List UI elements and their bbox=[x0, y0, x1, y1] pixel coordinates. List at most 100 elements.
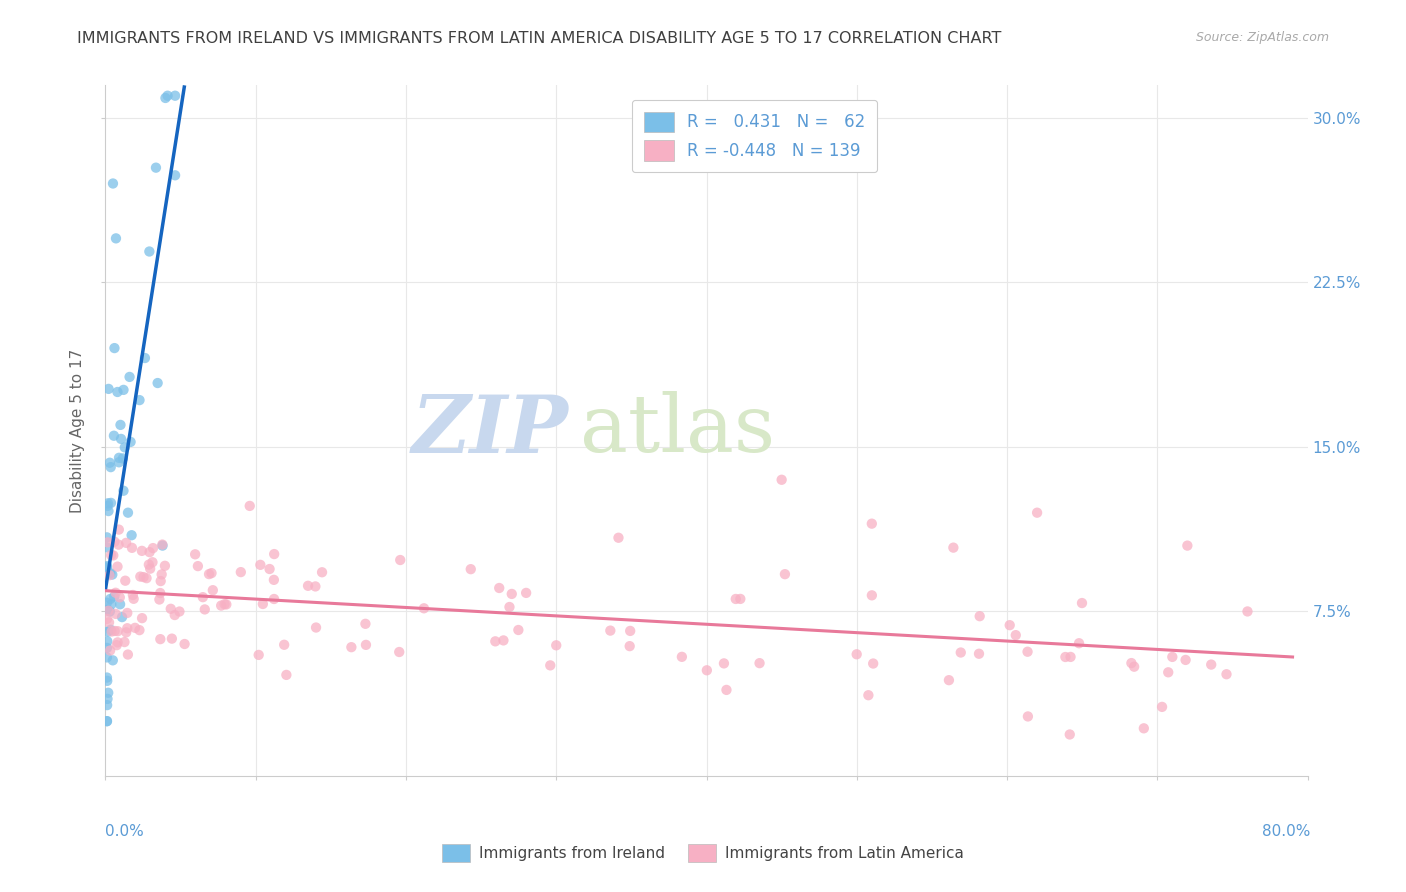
Point bbox=[103, 341, 125, 355]
Point bbox=[96, 650, 118, 665]
Point bbox=[229, 565, 252, 579]
Text: IMMIGRANTS FROM IRELAND VS IMMIGRANTS FROM LATIN AMERICA DISABILITY AGE 5 TO 17 : IMMIGRANTS FROM IRELAND VS IMMIGRANTS FR… bbox=[77, 31, 1001, 46]
Point bbox=[156, 88, 179, 103]
Point bbox=[1026, 506, 1049, 520]
Point bbox=[153, 558, 176, 573]
Text: Source: ZipAtlas.com: Source: ZipAtlas.com bbox=[1195, 31, 1329, 45]
Point bbox=[104, 231, 127, 245]
Point bbox=[98, 456, 121, 470]
Point bbox=[263, 592, 285, 607]
Point bbox=[98, 568, 121, 582]
Point bbox=[96, 603, 118, 617]
Point bbox=[115, 625, 138, 640]
Text: atlas: atlas bbox=[581, 392, 776, 469]
Point bbox=[96, 673, 118, 688]
Point bbox=[107, 559, 129, 574]
Point bbox=[104, 586, 127, 600]
Point bbox=[599, 624, 621, 638]
Point bbox=[159, 602, 181, 616]
Point bbox=[1236, 604, 1258, 618]
Point bbox=[198, 567, 221, 582]
Point bbox=[96, 698, 118, 712]
Point bbox=[128, 623, 150, 637]
Point bbox=[100, 598, 122, 612]
Point bbox=[138, 545, 160, 559]
Point bbox=[122, 591, 145, 606]
Point bbox=[165, 88, 187, 103]
Point bbox=[263, 547, 285, 561]
Point bbox=[748, 656, 770, 670]
Point bbox=[1017, 709, 1039, 723]
Point bbox=[96, 714, 118, 728]
Point bbox=[107, 538, 129, 552]
Point bbox=[713, 657, 735, 671]
Point bbox=[263, 573, 285, 587]
Point bbox=[938, 673, 960, 688]
Text: 0.0%: 0.0% bbox=[105, 824, 145, 838]
Point bbox=[354, 616, 377, 631]
Point bbox=[117, 621, 139, 635]
Point bbox=[100, 548, 122, 562]
Point bbox=[111, 451, 134, 466]
Point bbox=[100, 624, 122, 639]
Point bbox=[100, 496, 122, 510]
Point bbox=[100, 460, 122, 475]
Point bbox=[107, 384, 129, 399]
Point bbox=[276, 668, 298, 682]
Point bbox=[969, 609, 991, 624]
Point bbox=[215, 598, 238, 612]
Point bbox=[1199, 657, 1222, 672]
Point bbox=[1054, 650, 1077, 665]
Point bbox=[619, 624, 641, 638]
Y-axis label: Disability Age 5 to 17: Disability Age 5 to 17 bbox=[70, 348, 86, 513]
Point bbox=[101, 653, 124, 667]
Point bbox=[967, 647, 990, 661]
Point bbox=[98, 615, 121, 630]
Point bbox=[239, 499, 262, 513]
Point bbox=[619, 639, 641, 653]
Point bbox=[103, 534, 125, 549]
Point bbox=[121, 528, 143, 542]
Point bbox=[1175, 539, 1198, 553]
Point bbox=[96, 541, 118, 555]
Point bbox=[96, 560, 118, 574]
Point bbox=[498, 599, 520, 614]
Point bbox=[97, 382, 120, 396]
Point bbox=[114, 635, 136, 649]
Point bbox=[1215, 667, 1237, 681]
Point bbox=[98, 591, 121, 606]
Point bbox=[110, 417, 132, 432]
Point bbox=[194, 602, 217, 616]
Point bbox=[163, 608, 186, 623]
Point bbox=[149, 574, 172, 588]
Point bbox=[770, 473, 793, 487]
Point bbox=[114, 574, 136, 588]
Point bbox=[97, 686, 120, 700]
Point bbox=[1174, 653, 1197, 667]
Point bbox=[297, 579, 319, 593]
Point bbox=[607, 531, 630, 545]
Legend: Immigrants from Ireland, Immigrants from Latin America: Immigrants from Ireland, Immigrants from… bbox=[436, 838, 970, 868]
Point bbox=[98, 566, 121, 580]
Point bbox=[949, 646, 972, 660]
Point bbox=[716, 682, 738, 697]
Point bbox=[249, 558, 271, 572]
Point bbox=[124, 621, 146, 635]
Point bbox=[138, 558, 160, 572]
Point bbox=[96, 559, 118, 574]
Point bbox=[105, 638, 128, 652]
Point bbox=[862, 657, 884, 671]
Point bbox=[131, 611, 153, 625]
Point bbox=[501, 587, 523, 601]
Point bbox=[214, 597, 236, 611]
Point bbox=[96, 560, 118, 574]
Point bbox=[131, 544, 153, 558]
Point bbox=[108, 450, 131, 465]
Point bbox=[96, 691, 118, 706]
Point bbox=[117, 648, 139, 662]
Point bbox=[305, 621, 328, 635]
Point bbox=[484, 634, 506, 648]
Point bbox=[169, 605, 191, 619]
Point bbox=[191, 590, 214, 604]
Point bbox=[96, 640, 118, 655]
